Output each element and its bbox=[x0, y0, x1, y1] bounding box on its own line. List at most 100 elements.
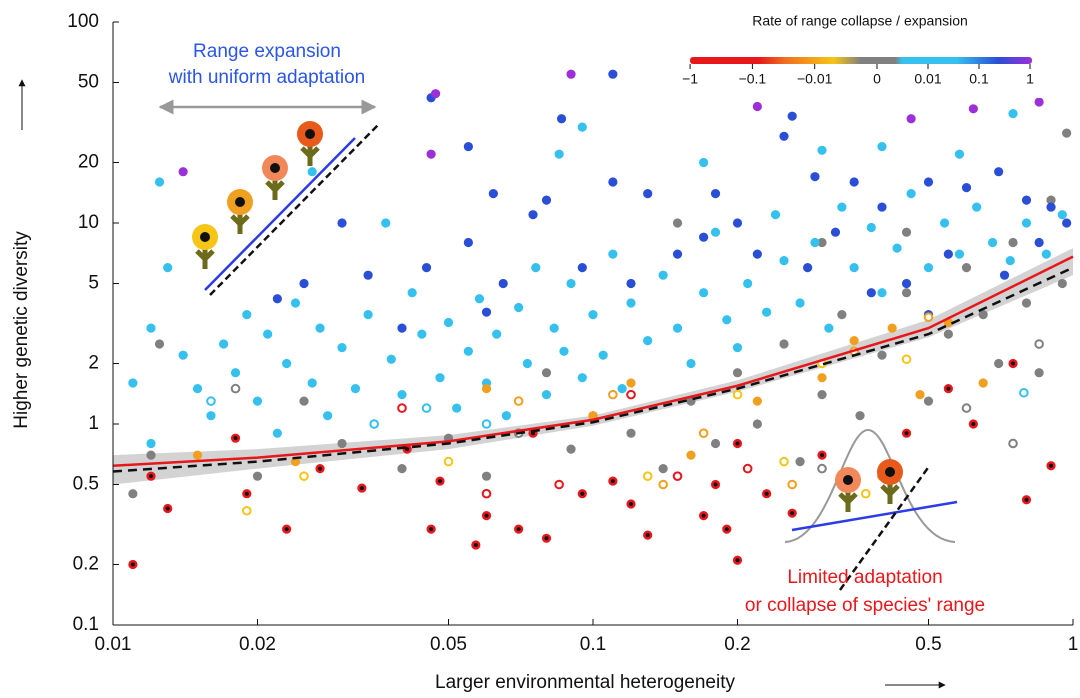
point bbox=[752, 419, 762, 429]
point bbox=[608, 389, 618, 400]
x-axis-label: Larger environmental heterogeneity bbox=[435, 672, 735, 693]
point bbox=[732, 368, 743, 378]
point bbox=[803, 262, 813, 273]
point bbox=[710, 189, 721, 199]
annotation: with uniform adaptation bbox=[168, 67, 365, 88]
point bbox=[452, 403, 462, 413]
colorbar-tick-label: −0.1 bbox=[739, 71, 767, 87]
point-center bbox=[484, 513, 489, 518]
point bbox=[849, 335, 859, 346]
point bbox=[407, 288, 417, 298]
point bbox=[672, 249, 683, 259]
point bbox=[337, 438, 347, 449]
point bbox=[892, 243, 902, 253]
point bbox=[901, 227, 912, 237]
point-center bbox=[724, 527, 729, 532]
point bbox=[421, 403, 432, 413]
point bbox=[481, 471, 492, 481]
colorbar-tick-label: −0.01 bbox=[797, 71, 833, 87]
point bbox=[307, 378, 317, 388]
point bbox=[817, 390, 827, 400]
point bbox=[397, 463, 407, 474]
illustration-line bbox=[209, 124, 379, 296]
point bbox=[915, 390, 925, 400]
point bbox=[1034, 368, 1044, 378]
point bbox=[866, 222, 876, 233]
point bbox=[474, 294, 485, 304]
y-tick-label: 2 bbox=[88, 353, 99, 374]
point bbox=[699, 157, 709, 168]
point bbox=[787, 479, 797, 490]
point bbox=[810, 237, 820, 248]
point bbox=[906, 189, 916, 199]
point bbox=[443, 317, 454, 328]
point bbox=[463, 237, 473, 248]
point bbox=[513, 396, 524, 406]
point bbox=[1008, 109, 1018, 119]
point bbox=[481, 384, 492, 394]
point bbox=[943, 249, 953, 259]
point bbox=[528, 210, 538, 220]
point bbox=[1034, 237, 1044, 248]
point bbox=[978, 378, 988, 388]
flowers bbox=[192, 121, 323, 269]
point bbox=[626, 298, 636, 308]
colorbar-background bbox=[678, 8, 1076, 98]
fit-line bbox=[112, 266, 1074, 473]
point bbox=[877, 141, 887, 152]
point bbox=[577, 122, 587, 132]
point-center bbox=[735, 558, 740, 563]
point bbox=[219, 339, 229, 349]
point bbox=[566, 278, 576, 289]
point bbox=[417, 329, 427, 339]
point bbox=[608, 69, 618, 79]
x-tick-label: 0.02 bbox=[239, 634, 276, 655]
point-center bbox=[1024, 497, 1029, 502]
plot-area bbox=[112, 69, 1074, 570]
point bbox=[961, 183, 972, 193]
point bbox=[877, 350, 887, 360]
y-tick-label: 10 bbox=[78, 212, 99, 233]
point bbox=[128, 489, 138, 499]
point bbox=[488, 189, 498, 199]
point bbox=[386, 354, 396, 364]
point-center bbox=[820, 453, 825, 458]
point bbox=[617, 384, 627, 394]
illustration-line bbox=[791, 500, 958, 532]
point bbox=[672, 218, 683, 228]
point bbox=[699, 232, 709, 242]
point bbox=[672, 323, 683, 333]
point-center bbox=[149, 474, 154, 479]
point bbox=[463, 346, 473, 356]
point bbox=[994, 167, 1004, 177]
point bbox=[901, 278, 912, 289]
point bbox=[492, 329, 502, 339]
point bbox=[999, 270, 1010, 280]
point bbox=[154, 177, 165, 187]
point bbox=[397, 323, 407, 333]
point-center bbox=[790, 511, 795, 516]
point bbox=[541, 195, 552, 205]
point bbox=[299, 471, 309, 481]
point-center bbox=[904, 431, 909, 436]
point bbox=[290, 298, 301, 308]
point bbox=[906, 114, 916, 124]
point-center bbox=[946, 386, 951, 391]
point bbox=[397, 390, 407, 400]
point bbox=[554, 149, 564, 159]
point bbox=[431, 89, 441, 99]
point bbox=[1034, 97, 1044, 107]
point bbox=[1046, 195, 1056, 205]
annotation: Limited adaptation bbox=[787, 567, 942, 588]
point bbox=[752, 249, 762, 259]
x-tick-label: 0.2 bbox=[724, 634, 750, 655]
colorbar-tick-label: 0.1 bbox=[969, 71, 989, 87]
point bbox=[608, 177, 618, 187]
x-tick-label: 0.5 bbox=[915, 634, 941, 655]
point bbox=[498, 278, 508, 289]
illustration-line bbox=[204, 137, 356, 291]
point-center bbox=[318, 466, 323, 471]
point bbox=[779, 256, 789, 266]
point bbox=[481, 488, 492, 499]
point-center bbox=[580, 491, 585, 496]
